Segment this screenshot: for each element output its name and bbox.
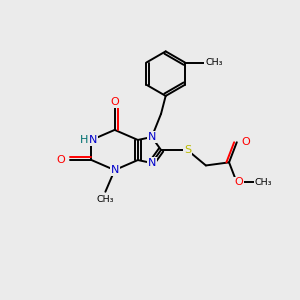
Text: H: H [80, 135, 88, 145]
Text: O: O [57, 155, 65, 165]
Text: CH₃: CH₃ [205, 58, 223, 67]
Text: N: N [110, 165, 119, 175]
Text: S: S [184, 145, 191, 155]
Text: N: N [148, 132, 157, 142]
Text: CH₃: CH₃ [255, 178, 272, 187]
Text: N: N [89, 135, 97, 145]
Text: N: N [148, 158, 157, 168]
Text: O: O [110, 97, 119, 107]
Text: O: O [241, 137, 250, 147]
Text: O: O [234, 178, 243, 188]
Text: CH₃: CH₃ [97, 195, 114, 204]
